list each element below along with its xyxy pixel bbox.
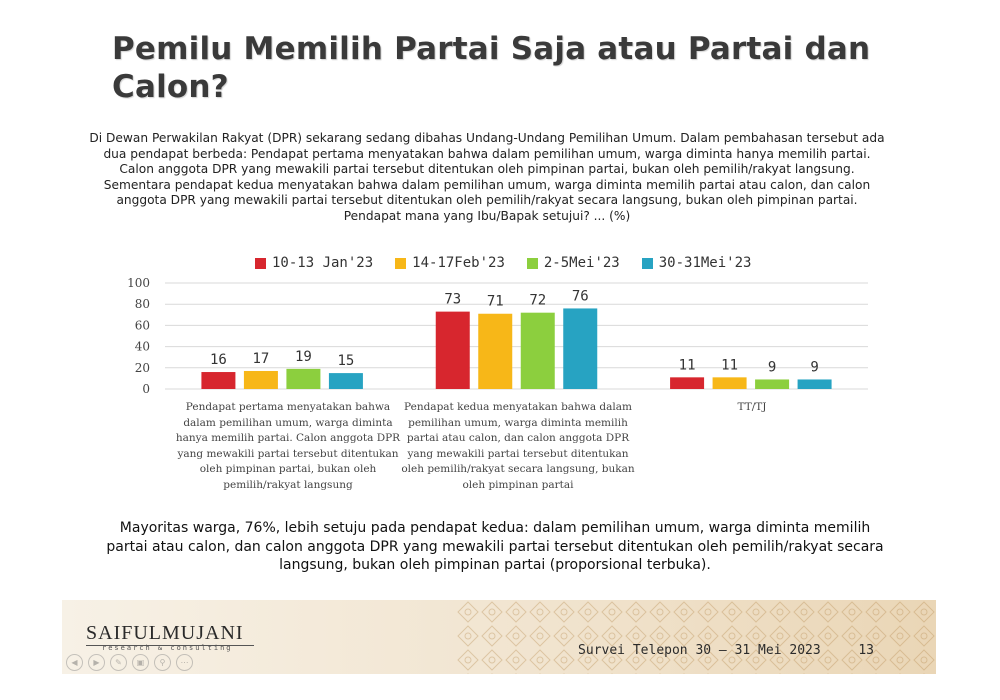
chart-legend: 10-13 Jan'23 14-17Feb'23 2-5Mei'23 30-31… bbox=[255, 253, 751, 273]
legend-item: 2-5Mei'23 bbox=[526, 253, 620, 273]
bar bbox=[243, 370, 278, 389]
y-tick-label: 40 bbox=[135, 340, 150, 354]
legend-swatch bbox=[395, 257, 407, 269]
bar bbox=[520, 312, 555, 389]
next-slide-icon[interactable]: ▶ bbox=[88, 654, 105, 671]
legend-item: 14-17Feb'23 bbox=[395, 253, 505, 273]
prev-slide-icon[interactable]: ◀ bbox=[66, 654, 83, 671]
y-tick-label: 100 bbox=[127, 276, 150, 290]
data-label: 76 bbox=[572, 288, 589, 304]
legend-label: 2-5Mei'23 bbox=[543, 255, 620, 271]
bar bbox=[201, 372, 236, 389]
zoom-icon[interactable]: ⚲ bbox=[154, 654, 171, 671]
y-tick-label: 0 bbox=[142, 382, 150, 396]
data-label: 15 bbox=[337, 353, 354, 369]
category-label-1: Pendapat pertama menyatakan bahwa dalam … bbox=[175, 401, 401, 491]
legend-label: 10-13 Jan'23 bbox=[272, 255, 374, 271]
bar bbox=[478, 313, 513, 389]
bar bbox=[797, 379, 832, 389]
y-tick-label: 60 bbox=[135, 318, 150, 332]
more-icon[interactable]: ⋯ bbox=[176, 654, 193, 671]
data-label: 11 bbox=[721, 357, 738, 373]
legend-item: 30-31Mei'23 bbox=[641, 253, 752, 273]
bar bbox=[286, 368, 321, 389]
pen-icon[interactable]: ✎ bbox=[110, 654, 127, 671]
logo-divider bbox=[86, 645, 254, 646]
bar bbox=[755, 379, 790, 389]
data-label: 19 bbox=[295, 349, 312, 365]
survey-date: Survei Telepon 30 – 31 Mei 2023 bbox=[578, 643, 821, 658]
company-logo: SAIFULMUJANI bbox=[86, 622, 244, 644]
legend-item: 10-13 Jan'23 bbox=[255, 253, 373, 273]
y-tick-label: 20 bbox=[135, 361, 150, 375]
legend-label: 30-31Mei'23 bbox=[658, 255, 752, 271]
page-number: 13 bbox=[858, 643, 874, 658]
footer-ornament bbox=[456, 600, 936, 674]
data-label: 72 bbox=[529, 293, 546, 309]
data-label: 16 bbox=[210, 352, 227, 368]
category-label-3: TT/TJ bbox=[737, 401, 767, 413]
data-label: 11 bbox=[679, 357, 696, 373]
slides-icon[interactable]: ▣ bbox=[132, 654, 149, 671]
bar bbox=[712, 377, 747, 389]
slide-nav-controls: ◀ ▶ ✎ ▣ ⚲ ⋯ bbox=[66, 654, 193, 671]
data-label: 17 bbox=[252, 351, 269, 367]
bar bbox=[670, 377, 705, 389]
y-tick-label: 80 bbox=[135, 297, 150, 311]
slide-title: Pemilu Memilih Partai Saja atau Partai d… bbox=[112, 31, 871, 105]
bar bbox=[435, 311, 470, 389]
company-logo-subtitle: research & consulting bbox=[102, 644, 233, 652]
data-label: 9 bbox=[768, 359, 776, 375]
footer-bar: SAIFULMUJANI research & consulting Surve… bbox=[62, 600, 936, 674]
legend-swatch bbox=[255, 257, 266, 269]
legend-swatch bbox=[526, 257, 538, 269]
bar bbox=[563, 308, 598, 389]
category-label-2: Pendapat kedua menyatakan bahwa dalam pe… bbox=[401, 401, 635, 491]
data-label: 9 bbox=[810, 359, 818, 375]
survey-question: Di Dewan Perwakilan Rakyat (DPR) sekaran… bbox=[89, 131, 885, 223]
legend-label: 14-17Feb'23 bbox=[412, 255, 505, 271]
conclusion-text: Mayoritas warga, 76%, lebih setuju pada … bbox=[106, 520, 884, 573]
bar bbox=[328, 373, 363, 389]
legend-swatch bbox=[641, 257, 653, 269]
survey-source: Survei Telepon 30 – 31 Mei 2023 13 bbox=[578, 643, 874, 658]
data-label: 71 bbox=[487, 294, 504, 310]
data-label: 73 bbox=[444, 292, 461, 308]
